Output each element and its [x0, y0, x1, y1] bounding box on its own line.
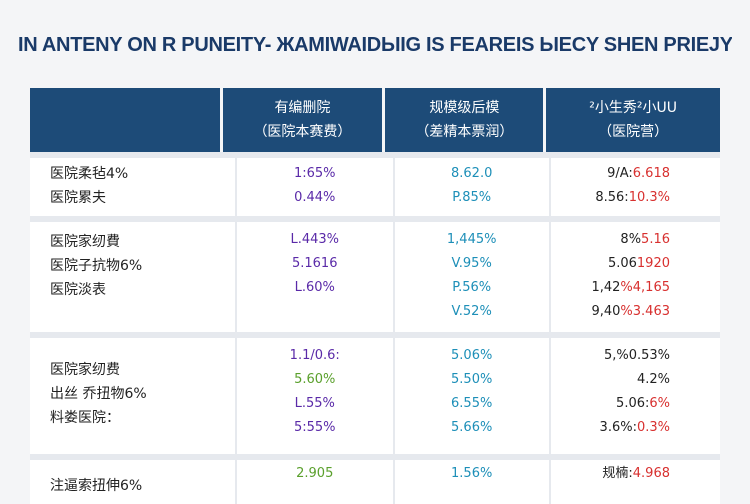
value-text: P.56% [452, 280, 492, 295]
value-cell: 9/A:6.618 8.56:10.3% [548, 158, 720, 216]
header-col-3-line-2: （医院营） [598, 124, 669, 140]
value-text: 9/A:6.618 [607, 166, 670, 181]
value-text: 8.56:10.3% [595, 190, 670, 205]
value-cell: 5.06% 5.50% 6.55% 5.66% [392, 338, 549, 454]
value-text: 0.44% [294, 190, 336, 205]
value-cell: 1.56% [392, 460, 549, 504]
table-header: 有编删院 （医院本赛费） 规模级后模 （差精本票润） ²小生秀²小UU （医院营… [30, 88, 720, 152]
table-row: 医院家纫費 医院子抗物6% 医院淡表 L.443% 5.1616 L.60% 1… [30, 216, 720, 332]
header-blank-cell [30, 88, 220, 152]
value-cell: 8.62.0 P.85% [392, 158, 549, 216]
value-text: 2.905 [296, 466, 334, 481]
value-cell: 2.905 [234, 460, 393, 504]
value-text: 8.62.0 [451, 166, 493, 181]
row-label: 医院累夫 [50, 190, 106, 206]
header-col-1: 有编删院 （医院本赛费） [219, 88, 383, 152]
value-cell: 1,445% V.95% P.56% V.52% [392, 222, 549, 332]
value-text: 1,42%4,165 [591, 280, 670, 295]
value-text: 5.50% [451, 372, 493, 387]
header-col-2-line-2: （差精本票润） [415, 124, 514, 140]
header-col-3: ²小生秀²小UU （医院营） [543, 88, 720, 152]
row-label-cell: 医院柔毡4% 医院累夫 [30, 158, 235, 216]
header-col-1-line-2: （医院本赛费） [253, 124, 352, 140]
value-text: 5.60% [294, 372, 336, 387]
value-text: 9,40%3.463 [591, 304, 670, 319]
value-text: P.85% [452, 190, 492, 205]
row-label: 医院柔毡4% [50, 166, 129, 182]
table-row: 注逼索扭伸6% 2.905 1.56% 规楠:4.968 [30, 454, 720, 504]
row-label: 料娄医院： [50, 410, 120, 426]
page-title: IN ANTENY ON R PUNEITY- ЖAMIWAIDЫIG IS F… [18, 34, 732, 56]
value-text: 1,445% [446, 232, 497, 247]
row-label-cell: 医院家纫费 出丝 乔扭物6% 料娄医院： [30, 338, 235, 454]
value-text: 5,%0.53% [603, 348, 670, 363]
row-label: 医院家纫費 [50, 234, 120, 250]
value-text: L.60% [294, 280, 335, 295]
row-label: 医院淡表 [50, 282, 106, 298]
header-col-2-line-1: 规模级后模 [429, 100, 500, 116]
row-label: 医院家纫费 [50, 362, 120, 378]
value-text: 5.06:6% [616, 396, 670, 411]
value-text: 1.1/0.6: [289, 348, 340, 363]
value-text: 5.06% [451, 348, 493, 363]
comparison-table: 有编删院 （医院本赛费） 规模级后模 （差精本票润） ²小生秀²小UU （医院营… [30, 88, 720, 504]
value-text: L.55% [294, 396, 335, 411]
value-cell: 规楠:4.968 [548, 460, 720, 504]
header-col-2: 规模级后模 （差精本票润） [382, 88, 544, 152]
value-text: V.52% [451, 304, 492, 319]
value-text: 5.1616 [291, 256, 338, 271]
row-label: 注逼索扭伸6% [50, 478, 143, 494]
value-cell: 1:65% 0.44% [234, 158, 393, 216]
row-label: 出丝 乔扭物6% [50, 386, 147, 402]
value-text: 5.061920 [607, 256, 670, 271]
header-col-1-line-1: 有编删院 [274, 100, 331, 116]
value-text: 6.55% [451, 396, 493, 411]
value-text: L.443% [290, 232, 339, 247]
value-text: 5:55% [293, 420, 336, 435]
value-text: 1.56% [451, 466, 493, 481]
value-text: V.95% [451, 256, 492, 271]
header-col-3-line-1: ²小生秀²小UU [589, 100, 677, 116]
value-cell: 8%5.16 5.061920 1,42%4,165 9,40%3.463 [548, 222, 720, 332]
value-text: 8%5.16 [620, 232, 670, 247]
value-cell: 5,%0.53% 4.2% 5.06:6% 3.6%:0.3% [548, 338, 720, 454]
row-label: 医院子抗物6% [50, 258, 143, 274]
value-text: 1:65% [293, 166, 336, 181]
row-label-cell: 医院家纫費 医院子抗物6% 医院淡表 [30, 222, 235, 332]
value-cell: L.443% 5.1616 L.60% [234, 222, 393, 332]
value-text: 3.6%:0.3% [599, 420, 670, 435]
value-text: 5.66% [451, 420, 493, 435]
table-row: 医院家纫费 出丝 乔扭物6% 料娄医院： 1.1/0.6: 5.60% L.55… [30, 332, 720, 454]
table-row: 医院柔毡4% 医院累夫 1:65% 0.44% 8.62.0 P.85% 9/A… [30, 152, 720, 216]
value-text: 4.2% [636, 372, 670, 387]
value-text: 规楠:4.968 [602, 466, 670, 481]
value-cell: 1.1/0.6: 5.60% L.55% 5:55% [234, 338, 393, 454]
row-label-cell: 注逼索扭伸6% [30, 460, 235, 504]
